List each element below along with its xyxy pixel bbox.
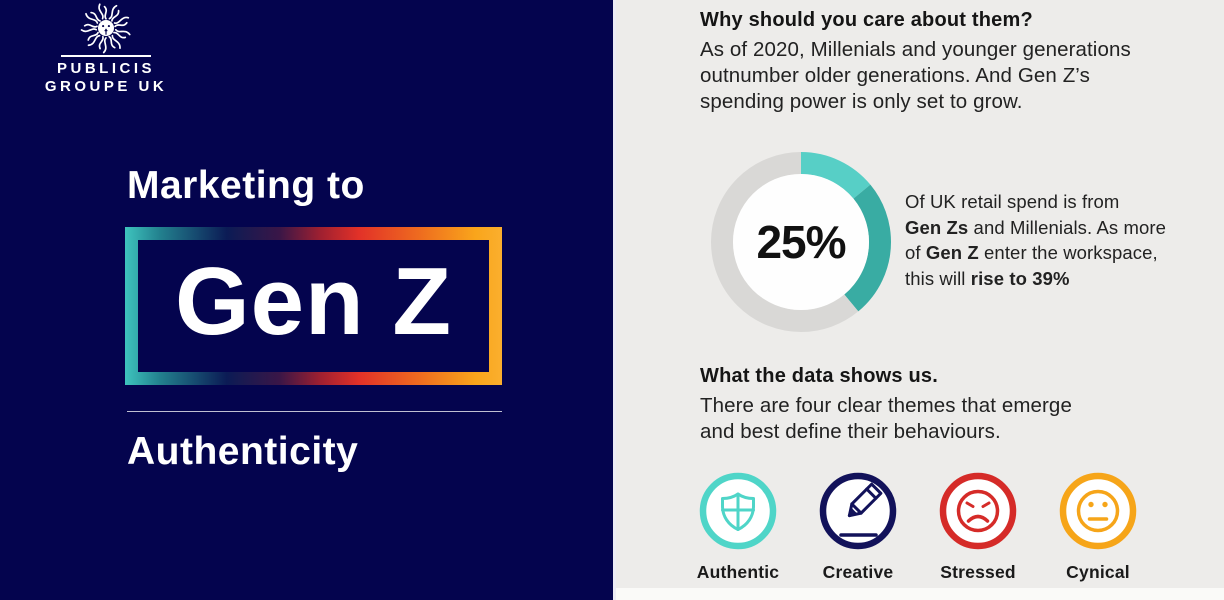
donut-segment-teal-dark-current-25pct: [711, 152, 891, 332]
left-panel: PUBLICIS GROUPE UK Marketing to Gen Z Au…: [0, 0, 613, 600]
section1-body: As of 2020, Millenials and younger gener…: [700, 38, 1131, 113]
lion-face: [97, 19, 115, 37]
bottom-strip: [616, 588, 1224, 600]
logo-rule: [61, 55, 151, 57]
subtitle-authenticity: Authenticity: [127, 430, 359, 473]
brand-name-line1: PUBLICIS: [56, 60, 155, 77]
theme-label-authentic: Authentic: [696, 562, 780, 582]
donut-center-label: 25%: [756, 216, 845, 268]
theme-stressed: Stressed: [918, 472, 1038, 583]
theme-label-stressed: Stressed: [940, 562, 1016, 582]
title-marketing-to: Marketing to: [127, 164, 365, 207]
brand-name-line2: GROUPE UK: [44, 78, 168, 95]
donut-chart: 25%: [706, 147, 896, 337]
title-gen-z: Gen Z: [174, 248, 452, 355]
lion-icon: [80, 3, 131, 54]
section2-body: There are four clear themes that emerge …: [700, 394, 1072, 443]
section1-heading: Why should you care about them?: [700, 9, 1033, 31]
theme-authentic: Authentic: [678, 472, 798, 583]
donut-segment-remainder: [711, 152, 891, 332]
left-divider-rule: [127, 411, 502, 412]
genz-frame-inner: Gen Z: [138, 240, 489, 372]
donut-hole: [733, 174, 869, 310]
neutral-face-icon: [1059, 472, 1137, 550]
publicis-logo: PUBLICIS GROUPE UK: [26, 2, 186, 96]
shield-icon: [699, 472, 777, 550]
theme-icons-row: Authentic Creative: [678, 472, 1198, 583]
donut-chart-svg: 25%: [711, 152, 891, 332]
stat-callout-text: Of UK retail spend is from Gen Zs and Mil…: [905, 191, 1167, 289]
pencil-icon: [819, 472, 897, 550]
sad-face-icon: [939, 472, 1017, 550]
panel-separator: [613, 0, 616, 600]
section2-heading: What the data shows us.: [700, 365, 938, 387]
theme-cynical: Cynical: [1038, 472, 1158, 583]
theme-label-creative: Creative: [822, 562, 894, 582]
theme-creative: Creative: [798, 472, 918, 583]
genz-gradient-frame: Gen Z: [125, 227, 502, 385]
right-panel: Why should you care about them? As of 20…: [616, 0, 1224, 600]
theme-label-cynical: Cynical: [1066, 562, 1130, 582]
